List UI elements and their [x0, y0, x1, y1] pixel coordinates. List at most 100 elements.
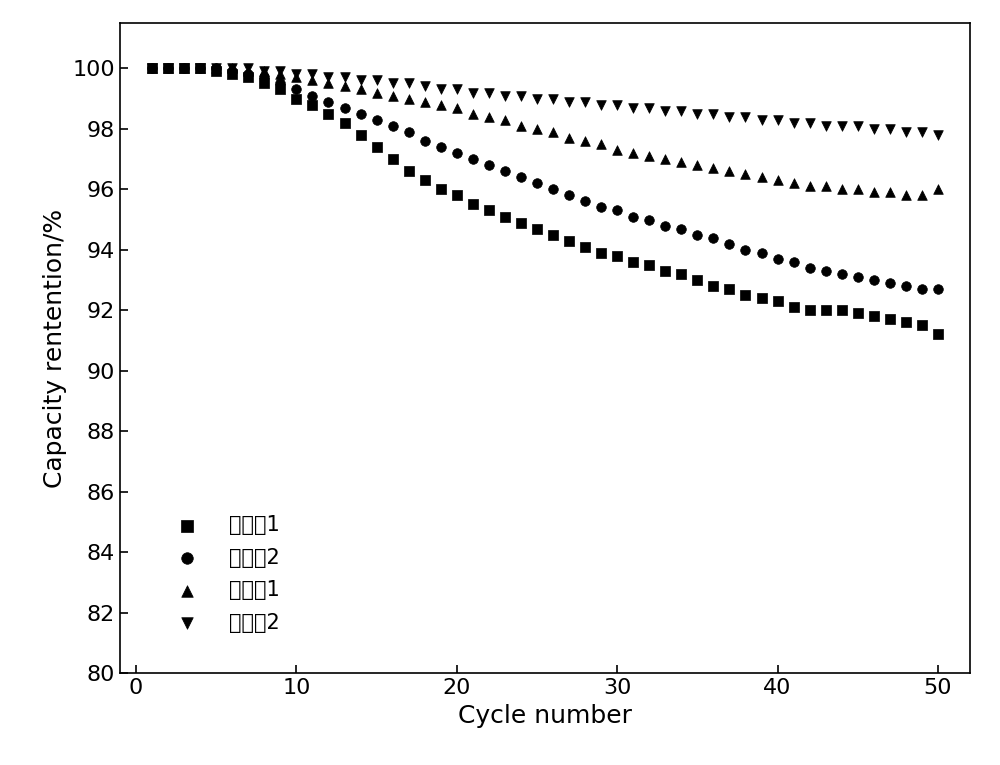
实施例1 [721, 165, 737, 177]
对比例1 [866, 310, 882, 322]
实施例2 [481, 86, 497, 99]
对比例1 [705, 280, 721, 292]
实施例1 [192, 62, 208, 74]
对比例1 [240, 71, 256, 83]
对比例2 [417, 135, 433, 147]
对比例1 [545, 229, 561, 241]
实施例2 [304, 68, 320, 80]
对比例2 [144, 62, 160, 74]
对比例1 [337, 116, 353, 129]
对比例1 [818, 304, 834, 317]
实施例2 [208, 62, 224, 74]
对比例1 [369, 141, 385, 153]
对比例2 [930, 283, 946, 295]
对比例1 [224, 68, 240, 80]
实施例2 [786, 116, 802, 129]
实施例1 [240, 65, 256, 77]
实施例1 [144, 62, 160, 74]
对比例1 [433, 183, 449, 195]
实施例2 [561, 96, 577, 108]
实施例1 [577, 135, 593, 147]
对比例2 [224, 65, 240, 77]
实施例1 [625, 147, 641, 159]
对比例2 [657, 220, 673, 232]
实施例1 [529, 122, 545, 135]
对比例2 [433, 141, 449, 153]
实施例1 [914, 189, 930, 201]
对比例1 [513, 216, 529, 229]
实施例2 [593, 99, 609, 111]
实施例2 [673, 105, 689, 117]
对比例1 [641, 259, 657, 271]
对比例2 [866, 274, 882, 286]
实施例2 [577, 96, 593, 108]
对比例1 [898, 316, 914, 328]
实施例2 [914, 125, 930, 138]
实施例2 [625, 102, 641, 114]
实施例2 [256, 65, 272, 77]
对比例1 [834, 304, 850, 317]
实施例1 [208, 62, 224, 74]
对比例2 [545, 183, 561, 195]
实施例2 [754, 114, 770, 126]
实施例1 [288, 71, 304, 83]
对比例2 [754, 246, 770, 259]
实施例1 [898, 189, 914, 201]
实施例2 [529, 93, 545, 105]
对比例1 [320, 108, 336, 120]
实施例1 [465, 108, 481, 120]
实施例2 [641, 102, 657, 114]
对比例1 [914, 319, 930, 331]
实施例2 [337, 71, 353, 83]
对比例2 [353, 108, 369, 120]
对比例2 [850, 271, 866, 283]
对比例2 [529, 177, 545, 190]
对比例1 [802, 304, 818, 317]
对比例1 [192, 62, 208, 74]
实施例1 [272, 68, 288, 80]
对比例1 [288, 93, 304, 105]
实施例2 [737, 111, 753, 123]
实施例2 [160, 62, 176, 74]
对比例1 [401, 165, 417, 177]
实施例2 [417, 80, 433, 93]
实施例2 [320, 71, 336, 83]
实施例1 [176, 62, 192, 74]
实施例1 [337, 80, 353, 93]
对比例2 [337, 102, 353, 114]
实施例1 [882, 186, 898, 198]
实施例2 [449, 83, 465, 96]
对比例1 [882, 313, 898, 325]
实施例2 [224, 62, 240, 74]
对比例1 [625, 256, 641, 268]
实施例1 [304, 74, 320, 86]
实施例1 [369, 86, 385, 99]
对比例2 [561, 189, 577, 201]
对比例1 [481, 204, 497, 216]
对比例1 [144, 62, 160, 74]
对比例1 [529, 223, 545, 235]
实施例2 [433, 83, 449, 96]
对比例2 [272, 77, 288, 90]
对比例2 [705, 232, 721, 244]
实施例1 [786, 177, 802, 190]
对比例2 [176, 62, 192, 74]
对比例1 [385, 153, 401, 165]
对比例2 [385, 119, 401, 132]
实施例2 [369, 74, 385, 86]
实施例2 [802, 116, 818, 129]
实施例1 [497, 114, 513, 126]
实施例1 [160, 62, 176, 74]
实施例2 [898, 125, 914, 138]
实施例1 [320, 77, 336, 90]
对比例2 [721, 238, 737, 250]
对比例2 [818, 265, 834, 277]
对比例2 [609, 204, 625, 216]
对比例2 [192, 62, 208, 74]
实施例1 [930, 183, 946, 195]
实施例2 [385, 77, 401, 90]
对比例1 [737, 289, 753, 301]
对比例1 [930, 328, 946, 340]
实施例1 [705, 162, 721, 174]
实施例1 [353, 83, 369, 96]
